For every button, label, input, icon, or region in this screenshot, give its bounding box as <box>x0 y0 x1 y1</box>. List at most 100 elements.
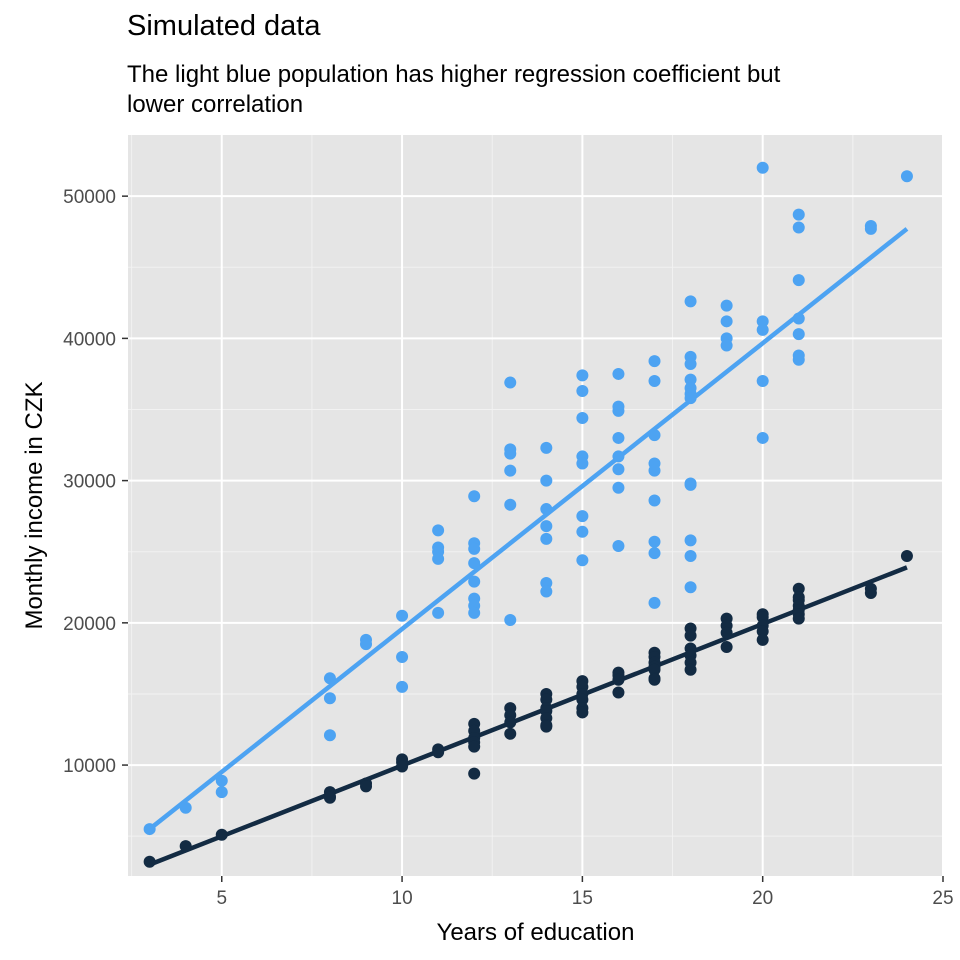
x-tick-label: 15 <box>572 888 593 909</box>
data-point <box>468 740 481 753</box>
x-tick-label: 10 <box>392 888 413 909</box>
data-points <box>143 161 913 868</box>
data-point <box>576 525 589 538</box>
data-point <box>540 520 553 533</box>
data-point <box>179 801 192 814</box>
data-point <box>720 299 733 312</box>
data-point <box>756 431 769 444</box>
data-point <box>612 481 625 494</box>
y-tick-label: 50000 <box>63 187 116 208</box>
data-point <box>648 535 661 548</box>
axes: 5 10 15 20 25 10000 20000 30000 40000 50000 <box>63 187 953 909</box>
data-point <box>468 606 481 619</box>
data-point <box>648 673 661 686</box>
data-point <box>468 542 481 555</box>
series-1-points <box>143 161 913 836</box>
data-point <box>576 457 589 470</box>
data-point <box>756 633 769 646</box>
data-point <box>684 534 697 547</box>
data-point <box>432 524 445 537</box>
data-point <box>684 357 697 370</box>
data-point <box>684 549 697 562</box>
data-point <box>648 429 661 442</box>
data-point <box>648 547 661 560</box>
data-point <box>468 490 481 503</box>
data-point <box>468 767 481 780</box>
data-point <box>576 554 589 567</box>
data-point <box>720 641 733 654</box>
data-point <box>504 464 517 477</box>
data-point <box>864 222 877 235</box>
data-point <box>323 729 336 742</box>
data-point <box>396 609 409 622</box>
data-point <box>540 474 553 487</box>
data-point <box>143 855 156 868</box>
x-axis-title: Years of education <box>437 919 635 946</box>
data-point <box>540 503 553 516</box>
data-point <box>576 412 589 425</box>
data-point <box>612 367 625 380</box>
data-point <box>540 441 553 454</box>
y-tick-label: 40000 <box>63 329 116 350</box>
x-tick-label: 5 <box>216 888 227 909</box>
data-point <box>648 375 661 388</box>
series-2-fit-line <box>148 565 908 867</box>
data-point <box>648 355 661 368</box>
data-point <box>612 463 625 476</box>
data-point <box>540 585 553 598</box>
data-point <box>396 650 409 663</box>
data-point <box>684 392 697 405</box>
data-point <box>756 625 769 638</box>
data-point <box>360 780 373 793</box>
data-point <box>900 170 913 183</box>
data-point <box>179 840 192 853</box>
data-point <box>396 680 409 693</box>
regression-lines <box>148 227 909 867</box>
data-point <box>792 312 805 325</box>
data-point <box>792 328 805 341</box>
data-point <box>792 274 805 287</box>
grid-lines <box>128 135 944 876</box>
plot-panel <box>128 135 943 876</box>
y-tick-label: 20000 <box>63 614 116 635</box>
data-point <box>756 611 769 624</box>
data-point <box>432 552 445 565</box>
data-point <box>576 693 589 706</box>
data-point <box>323 692 336 705</box>
data-point <box>684 663 697 676</box>
data-point <box>684 581 697 594</box>
data-point <box>504 716 517 729</box>
data-point <box>612 450 625 463</box>
data-point <box>540 693 553 706</box>
data-point <box>504 447 517 460</box>
data-point <box>684 295 697 308</box>
data-point <box>792 208 805 221</box>
data-point <box>432 606 445 619</box>
data-point <box>540 720 553 733</box>
data-point <box>143 823 156 836</box>
data-point <box>504 727 517 740</box>
data-point <box>323 791 336 804</box>
data-point <box>504 613 517 626</box>
data-point <box>576 706 589 719</box>
data-point <box>504 376 517 389</box>
data-point <box>792 221 805 234</box>
data-point <box>576 385 589 398</box>
data-point <box>612 431 625 444</box>
data-point <box>864 586 877 599</box>
data-point <box>648 464 661 477</box>
data-point <box>576 369 589 382</box>
y-tick-label: 30000 <box>63 472 116 493</box>
data-point <box>648 596 661 609</box>
data-point <box>756 375 769 388</box>
y-tick-label: 10000 <box>63 756 116 777</box>
data-point <box>756 161 769 174</box>
data-point <box>612 686 625 699</box>
data-point <box>468 557 481 570</box>
data-point <box>720 339 733 352</box>
data-point <box>648 663 661 676</box>
data-point <box>215 786 228 799</box>
data-point <box>900 549 913 562</box>
data-point <box>756 323 769 336</box>
